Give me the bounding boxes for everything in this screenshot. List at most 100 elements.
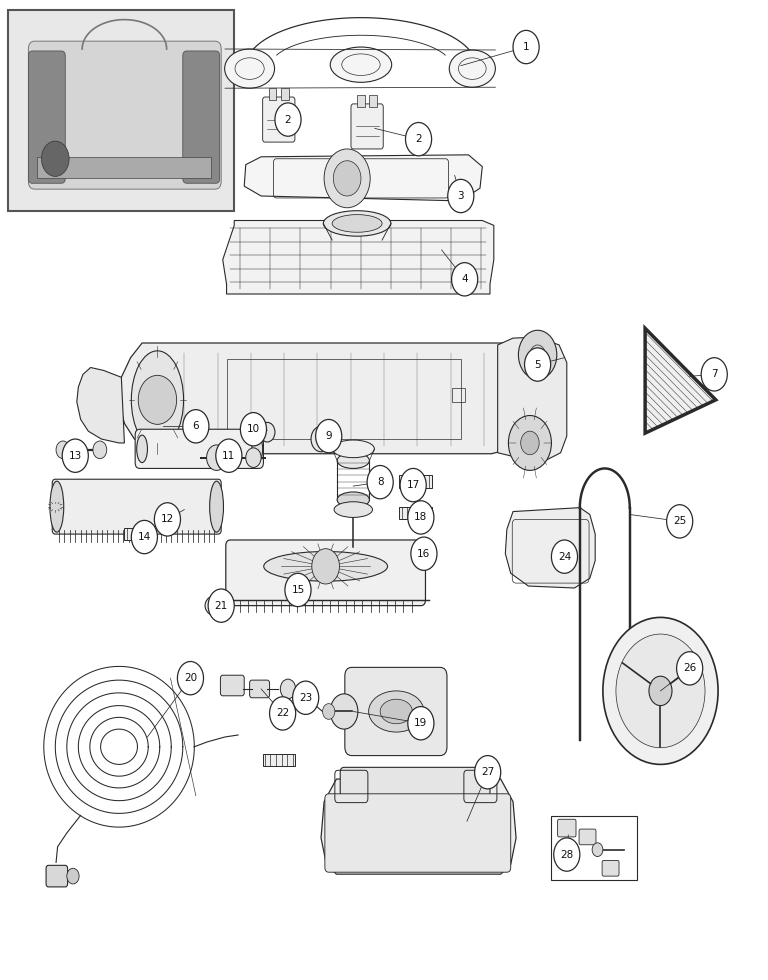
Text: 22: 22	[276, 709, 290, 718]
Circle shape	[400, 468, 426, 502]
Text: 23: 23	[299, 693, 313, 703]
Circle shape	[508, 416, 551, 470]
Text: 4: 4	[462, 274, 468, 284]
FancyBboxPatch shape	[226, 540, 425, 606]
Text: 1: 1	[523, 42, 529, 52]
Text: 14: 14	[137, 532, 151, 542]
Polygon shape	[645, 328, 716, 433]
Text: 18: 18	[414, 513, 428, 522]
Text: 7: 7	[711, 369, 717, 379]
Circle shape	[677, 652, 703, 685]
Text: 9: 9	[326, 431, 332, 441]
Circle shape	[551, 540, 578, 573]
Text: 25: 25	[673, 516, 687, 526]
Circle shape	[293, 681, 319, 714]
Text: 17: 17	[406, 480, 420, 490]
Circle shape	[649, 676, 672, 706]
Circle shape	[311, 426, 331, 452]
Circle shape	[56, 441, 70, 459]
Circle shape	[513, 30, 539, 64]
Ellipse shape	[334, 502, 372, 517]
Circle shape	[246, 448, 261, 467]
Circle shape	[452, 263, 478, 296]
Text: 11: 11	[222, 451, 236, 461]
Bar	[357, 95, 365, 107]
Ellipse shape	[137, 435, 147, 463]
FancyBboxPatch shape	[28, 51, 65, 183]
Text: 2: 2	[415, 134, 422, 144]
Circle shape	[701, 358, 727, 391]
Ellipse shape	[131, 351, 184, 449]
Polygon shape	[321, 774, 516, 874]
Circle shape	[616, 634, 705, 748]
Text: 15: 15	[291, 585, 305, 595]
Bar	[124, 528, 154, 540]
Bar	[37, 157, 211, 178]
Ellipse shape	[205, 595, 230, 616]
Circle shape	[316, 419, 342, 453]
Circle shape	[93, 441, 107, 459]
Circle shape	[285, 573, 311, 607]
Circle shape	[592, 843, 603, 857]
Ellipse shape	[337, 492, 369, 508]
Circle shape	[330, 694, 358, 729]
Polygon shape	[119, 343, 534, 454]
Bar	[281, 88, 289, 100]
Text: 12: 12	[161, 514, 174, 524]
Text: 28: 28	[560, 850, 574, 859]
Ellipse shape	[332, 445, 344, 453]
Circle shape	[216, 439, 242, 472]
FancyBboxPatch shape	[46, 865, 68, 887]
Circle shape	[408, 501, 434, 534]
Ellipse shape	[210, 481, 223, 532]
Text: 24: 24	[558, 552, 571, 562]
Ellipse shape	[332, 215, 382, 232]
Ellipse shape	[224, 49, 275, 88]
FancyBboxPatch shape	[28, 41, 221, 189]
Circle shape	[667, 505, 693, 538]
Text: 16: 16	[417, 549, 431, 559]
Circle shape	[367, 466, 393, 499]
Circle shape	[208, 589, 234, 622]
Ellipse shape	[332, 440, 375, 458]
Bar	[227, 359, 461, 439]
Circle shape	[138, 375, 177, 424]
Circle shape	[323, 704, 335, 719]
Circle shape	[67, 868, 79, 884]
Circle shape	[183, 410, 209, 443]
Circle shape	[408, 707, 434, 740]
Circle shape	[240, 413, 266, 446]
Text: 21: 21	[214, 601, 228, 611]
Circle shape	[521, 431, 539, 455]
Circle shape	[411, 537, 437, 570]
Ellipse shape	[380, 700, 412, 723]
Bar	[263, 754, 295, 766]
Circle shape	[270, 697, 296, 730]
Bar	[452, 388, 465, 402]
Circle shape	[280, 679, 296, 699]
Ellipse shape	[263, 552, 388, 581]
FancyBboxPatch shape	[340, 767, 490, 797]
Circle shape	[448, 179, 474, 213]
Text: 6: 6	[193, 421, 199, 431]
Circle shape	[260, 422, 275, 442]
Circle shape	[333, 161, 361, 196]
Text: 19: 19	[414, 718, 428, 728]
Circle shape	[475, 756, 501, 789]
Polygon shape	[77, 368, 124, 443]
Text: 8: 8	[377, 477, 383, 487]
Ellipse shape	[252, 435, 263, 463]
Polygon shape	[505, 508, 595, 588]
Circle shape	[154, 503, 180, 536]
Bar	[369, 95, 377, 107]
Ellipse shape	[330, 47, 392, 82]
Circle shape	[525, 348, 551, 381]
Circle shape	[275, 103, 301, 136]
FancyBboxPatch shape	[558, 847, 576, 864]
FancyBboxPatch shape	[52, 479, 221, 534]
Text: 20: 20	[184, 673, 197, 683]
FancyBboxPatch shape	[183, 51, 220, 183]
Circle shape	[603, 617, 718, 764]
Ellipse shape	[337, 453, 369, 468]
Ellipse shape	[369, 691, 424, 732]
